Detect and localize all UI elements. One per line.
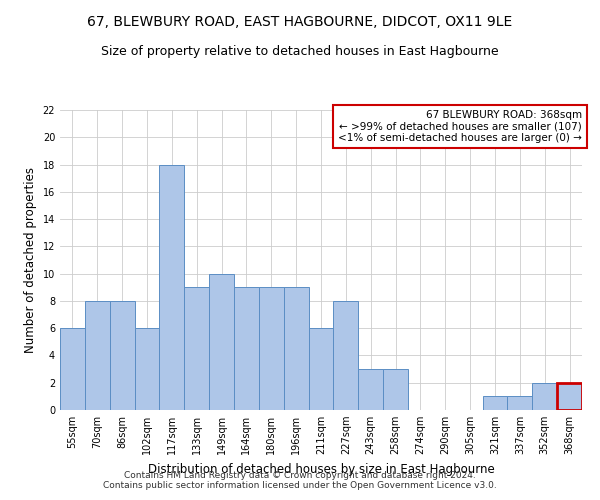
Text: 67 BLEWBURY ROAD: 368sqm
← >99% of detached houses are smaller (107)
<1% of semi: 67 BLEWBURY ROAD: 368sqm ← >99% of detac… bbox=[338, 110, 582, 143]
Bar bbox=[234, 288, 259, 410]
Bar bbox=[184, 288, 209, 410]
Bar bbox=[557, 382, 582, 410]
X-axis label: Distribution of detached houses by size in East Hagbourne: Distribution of detached houses by size … bbox=[148, 462, 494, 475]
Bar bbox=[334, 301, 358, 410]
Text: 67, BLEWBURY ROAD, EAST HAGBOURNE, DIDCOT, OX11 9LE: 67, BLEWBURY ROAD, EAST HAGBOURNE, DIDCO… bbox=[88, 15, 512, 29]
Bar bbox=[259, 288, 284, 410]
Bar bbox=[160, 164, 184, 410]
Text: Contains HM Land Registry data © Crown copyright and database right 2024.
Contai: Contains HM Land Registry data © Crown c… bbox=[103, 470, 497, 490]
Bar bbox=[482, 396, 508, 410]
Bar bbox=[60, 328, 85, 410]
Bar bbox=[134, 328, 160, 410]
Bar bbox=[110, 301, 134, 410]
Y-axis label: Number of detached properties: Number of detached properties bbox=[24, 167, 37, 353]
Bar bbox=[358, 369, 383, 410]
Text: Size of property relative to detached houses in East Hagbourne: Size of property relative to detached ho… bbox=[101, 45, 499, 58]
Bar bbox=[383, 369, 408, 410]
Bar bbox=[284, 288, 308, 410]
Bar bbox=[209, 274, 234, 410]
Bar bbox=[85, 301, 110, 410]
Bar bbox=[508, 396, 532, 410]
Bar bbox=[308, 328, 334, 410]
Bar bbox=[532, 382, 557, 410]
